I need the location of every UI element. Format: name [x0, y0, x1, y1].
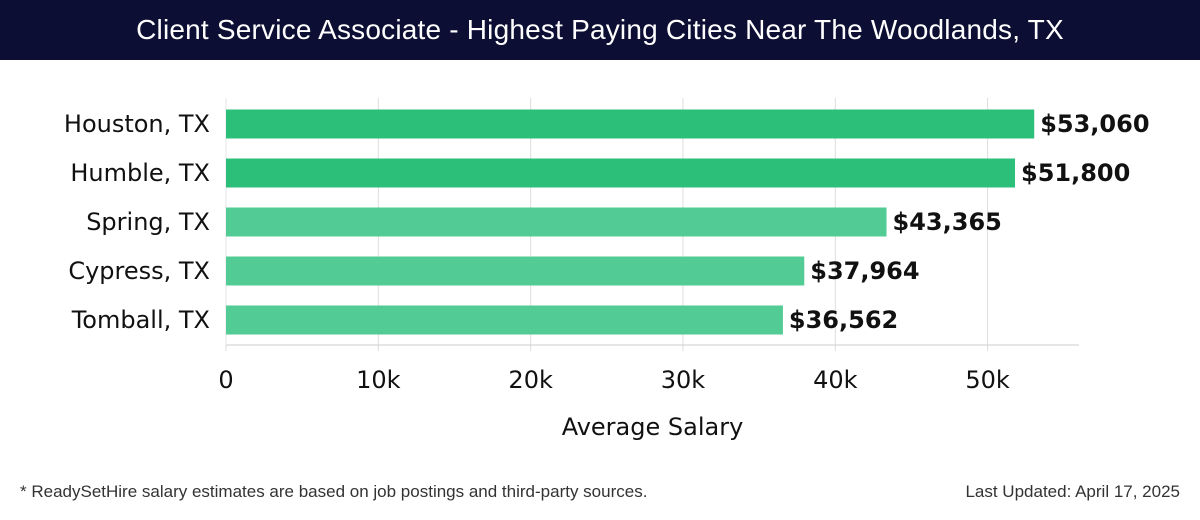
y-category-label: Spring, TX: [86, 208, 210, 236]
bar-value-label: $53,060: [1040, 110, 1149, 138]
bar-value-label: $37,964: [810, 257, 919, 285]
y-category-label: Cypress, TX: [68, 257, 210, 285]
bar-chart: 0 10k 20k 30k 40k 50k Houston, TX $53,060 Humble…: [64, 98, 1150, 441]
x-axis-title: Average Salary: [562, 413, 744, 441]
x-tick-label: 0: [218, 366, 233, 394]
footer-note: * ReadySetHire salary estimates are base…: [20, 482, 648, 501]
bar: [226, 256, 805, 286]
x-tick-label: 50k: [965, 366, 1010, 394]
bar-value-label: $43,365: [893, 208, 1002, 236]
chart-title: Client Service Associate - Highest Payin…: [0, 0, 1200, 60]
bar: [226, 109, 1035, 139]
last-updated-label: Last Updated: April 17, 2025: [965, 482, 1180, 501]
x-tick-label: 10k: [356, 366, 401, 394]
y-category-label: Humble, TX: [70, 159, 210, 187]
bar: [226, 207, 887, 237]
bar-value-label: $36,562: [789, 306, 898, 334]
x-tick-label: 30k: [661, 366, 706, 394]
bar-value-label: $51,800: [1021, 159, 1130, 187]
bar: [226, 158, 1016, 188]
x-tick-label: 20k: [508, 366, 553, 394]
y-category-label: Houston, TX: [64, 110, 210, 138]
x-tick-label: 40k: [813, 366, 858, 394]
bar: [226, 305, 783, 335]
y-category-label: Tomball, TX: [71, 306, 210, 334]
